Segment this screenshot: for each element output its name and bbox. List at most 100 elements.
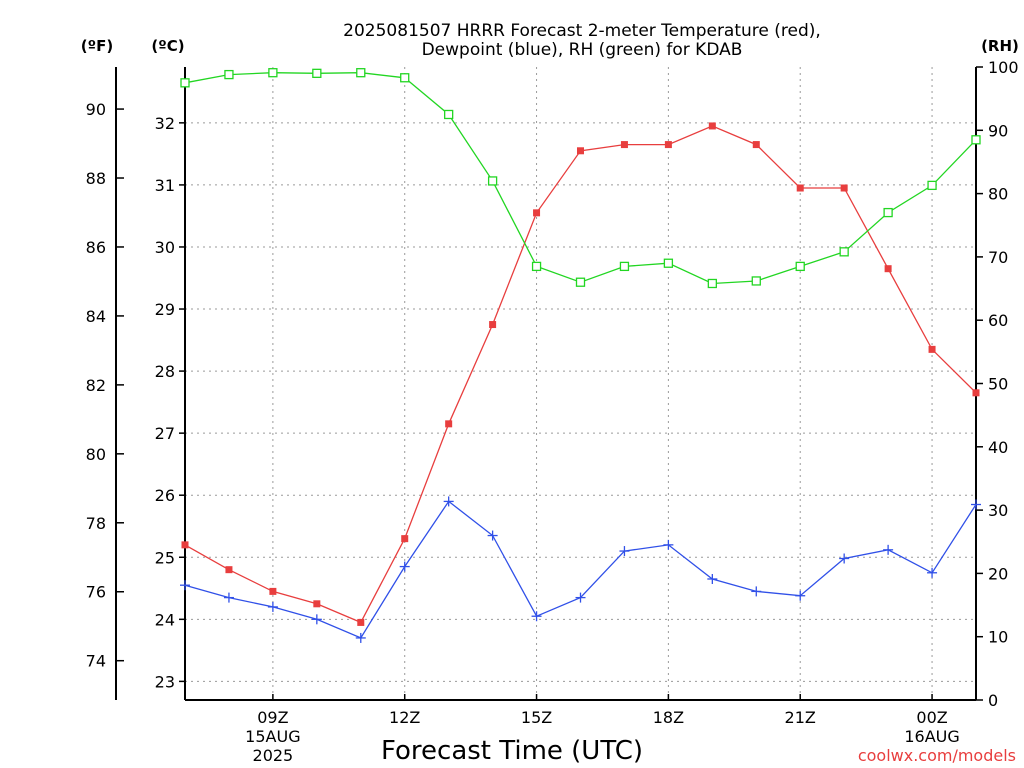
temperature-point xyxy=(752,141,760,149)
x-tick-label: 21Z xyxy=(785,708,816,727)
temperature-point xyxy=(181,541,189,549)
dewpoint-series xyxy=(180,496,981,643)
rh-point xyxy=(663,258,674,268)
temperature-point xyxy=(972,389,980,397)
rh-point xyxy=(971,135,981,145)
rh-tick-label: 90 xyxy=(988,121,1008,140)
fahrenheit-tick-label: 78 xyxy=(86,514,106,533)
temperature-point xyxy=(533,209,541,217)
dewpoint-point xyxy=(751,586,762,597)
rh-tick-label: 80 xyxy=(988,185,1008,204)
x-tick-label: 18Z xyxy=(653,708,684,727)
rh-tick-label: 70 xyxy=(988,248,1008,267)
x-tick-date-label: 15AUG xyxy=(245,727,300,746)
rh-point xyxy=(531,261,542,272)
fahrenheit-tick-label: 82 xyxy=(86,376,106,395)
dewpoint-point xyxy=(180,580,190,591)
fahrenheit-tick-label: 80 xyxy=(86,445,106,464)
temperature-point xyxy=(928,345,936,353)
temperature-point xyxy=(840,184,848,192)
temperature-point xyxy=(445,420,453,428)
rh-unit-label: (RH) xyxy=(981,37,1019,55)
x-tick-year-label: 2025 xyxy=(253,746,294,765)
rh-point xyxy=(400,73,410,83)
dewpoint-point xyxy=(707,573,718,584)
chart-title-line-2: Dewpoint (blue), RH (green) for KDAB xyxy=(422,40,743,60)
x-tick-label: 12Z xyxy=(389,708,420,727)
rh-point xyxy=(180,78,190,88)
rh-tick-label: 20 xyxy=(988,564,1008,583)
dewpoint-point xyxy=(971,499,981,510)
dewpoint-point xyxy=(311,614,322,625)
rh-tick-label: 50 xyxy=(988,375,1008,394)
rh-point xyxy=(224,69,234,80)
dewpoint-point xyxy=(267,601,278,612)
rh-point xyxy=(444,109,454,120)
dewpoint-point xyxy=(575,592,586,603)
celsius-tick-label: 24 xyxy=(155,610,175,629)
dewpoint-point xyxy=(795,590,806,601)
temperature-series xyxy=(181,122,980,626)
dewpoint-point xyxy=(927,567,938,578)
temperature-point xyxy=(269,587,277,595)
source-credit: coolwx.com/models xyxy=(858,746,1016,765)
rh-tick-label: 40 xyxy=(988,438,1008,457)
rh-point xyxy=(487,176,498,186)
celsius-tick-label: 32 xyxy=(155,114,175,133)
fahrenheit-tick-label: 74 xyxy=(86,652,106,671)
dewpoint-point xyxy=(487,530,498,541)
rh-tick-label: 30 xyxy=(988,501,1008,520)
fahrenheit-tick-label: 84 xyxy=(86,307,106,326)
fahrenheit-unit-label: (ºF) xyxy=(81,37,113,55)
dewpoint-point xyxy=(531,611,542,622)
rh-point xyxy=(707,278,717,289)
temperature-point xyxy=(708,122,716,130)
temperature-point xyxy=(884,265,892,273)
x-tick-label: 00Z xyxy=(916,708,947,727)
temperature-point xyxy=(313,600,321,608)
rh-point xyxy=(751,276,761,286)
dewpoint-point xyxy=(619,546,630,557)
temperature-point xyxy=(357,618,365,626)
dewpoint-point xyxy=(223,592,234,603)
celsius-tick-label: 23 xyxy=(155,672,175,691)
dewpoint-point xyxy=(663,539,674,550)
rh-point xyxy=(839,247,849,257)
celsius-tick-label: 25 xyxy=(155,548,175,567)
rh-point xyxy=(795,261,805,272)
rh-point xyxy=(619,261,630,272)
rh-point xyxy=(927,180,937,191)
rh-point xyxy=(356,68,366,78)
temperature-point xyxy=(489,321,497,329)
rh-point xyxy=(883,207,893,218)
temperature-point xyxy=(664,141,672,149)
rh-series xyxy=(180,68,981,289)
dewpoint-point xyxy=(883,544,894,555)
rh-point xyxy=(268,68,278,78)
rh-tick-label: 100 xyxy=(988,58,1019,77)
celsius-tick-label: 27 xyxy=(155,424,175,443)
data-series xyxy=(180,68,981,643)
rh-tick-label: 10 xyxy=(988,628,1008,647)
x-axis-title: Forecast Time (UTC) xyxy=(381,736,643,766)
temperature-point xyxy=(401,535,409,543)
x-tick-label: 15Z xyxy=(521,708,552,727)
dewpoint-point xyxy=(399,561,410,572)
celsius-unit-label: (ºC) xyxy=(151,37,184,55)
tick-labels: 23 24 25 26 27 28 29 30 31 32 74 76 78 80 82 84 86 88 90 0 1… xyxy=(86,58,1019,765)
temperature-point xyxy=(620,141,628,149)
temperature-point xyxy=(225,566,233,574)
chart-title-line-1: 2025081507 HRRR Forecast 2-meter Tempera… xyxy=(343,21,821,41)
celsius-tick-label: 28 xyxy=(155,362,175,381)
x-tick-date-label: 16AUG xyxy=(904,727,959,746)
celsius-tick-label: 30 xyxy=(155,238,175,257)
fahrenheit-tick-label: 88 xyxy=(86,169,106,188)
x-tick-label: 09Z xyxy=(257,708,288,727)
temperature-point xyxy=(796,184,804,192)
rh-tick-label: 60 xyxy=(988,311,1008,330)
dewpoint-point xyxy=(839,553,850,564)
fahrenheit-tick-label: 86 xyxy=(86,238,106,257)
dewpoint-point xyxy=(443,496,454,507)
